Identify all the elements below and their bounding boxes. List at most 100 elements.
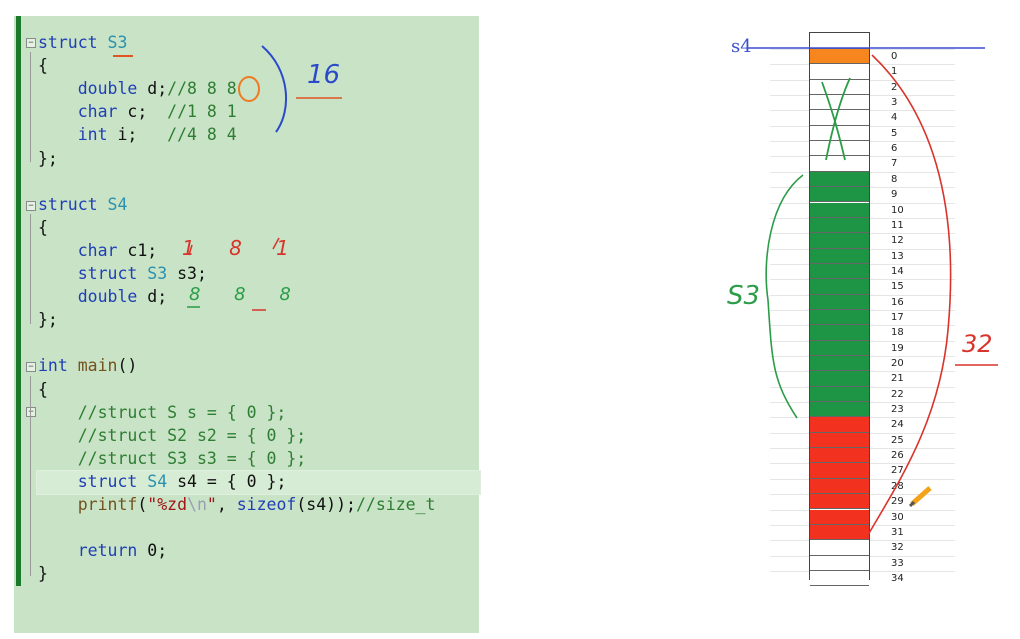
code-token: double <box>77 287 138 307</box>
memory-byte-33 <box>810 555 869 571</box>
byte-offset-label: 14 <box>891 265 904 277</box>
memory-byte-7 <box>810 156 869 172</box>
code-token: char <box>77 102 118 122</box>
memory-byte-20 <box>810 356 869 372</box>
byte-offset-label: 13 <box>891 250 904 262</box>
code-token: { <box>38 379 48 399</box>
code-token: d; <box>137 287 168 307</box>
byte-offset-label: 3 <box>891 97 898 109</box>
pencil-icon <box>910 486 932 506</box>
code-token: printf <box>77 495 138 514</box>
code-token: }; <box>38 148 58 168</box>
code-line: char c1; <box>38 239 158 262</box>
code-token: () <box>117 356 138 376</box>
code-token: }; <box>38 310 58 330</box>
code-token: "%zd <box>147 495 188 514</box>
memory-byte-27 <box>810 463 869 479</box>
code-token: c1; <box>117 240 158 260</box>
byte-offset-label: 34 <box>891 572 904 584</box>
byte-offset-label: 21 <box>891 373 904 385</box>
byte-offset-label: 23 <box>891 404 904 416</box>
byte-offset-label: 2 <box>891 81 898 93</box>
align-circle <box>238 76 260 102</box>
code-editor[interactable]: struct S3{ double d;//8 8 8 char c; //1 … <box>14 16 481 633</box>
code-line: //struct S s = { 0 }; <box>38 401 287 424</box>
memory-byte-22 <box>810 386 869 403</box>
byte-offset-label: 15 <box>891 281 904 293</box>
memory-byte-0 <box>810 49 869 65</box>
current-line-highlight <box>36 470 481 495</box>
code-token: //8 8 8 <box>167 79 237 99</box>
code-token: S4 <box>107 194 128 214</box>
code-token: " <box>206 495 217 514</box>
memory-byte-14 <box>810 263 869 280</box>
code-token: { <box>38 56 48 76</box>
memory-layout-column <box>809 32 870 587</box>
memory-byte-25 <box>810 432 869 449</box>
memory-byte-10 <box>810 202 869 218</box>
byte-offset-label: 18 <box>891 327 904 339</box>
code-token: int <box>38 356 68 376</box>
byte-offset-label: 7 <box>891 158 898 170</box>
code-token: ( <box>137 495 148 514</box>
fold-toggle-icon[interactable]: − <box>26 38 36 48</box>
memory-byte-32 <box>810 540 869 556</box>
code-line: { <box>38 54 48 77</box>
code-token: int <box>77 125 108 145</box>
padding-cross <box>825 77 851 161</box>
code-token: s3; <box>167 264 207 283</box>
code-token: S3 <box>147 264 168 283</box>
code-token: i; <box>107 125 168 145</box>
byte-offset-label: 24 <box>891 419 904 431</box>
code-line: struct S3 <box>38 31 127 54</box>
memory-byte-18 <box>810 325 869 341</box>
code-token: S4 <box>147 471 168 491</box>
scope-guide <box>30 376 31 576</box>
code-line: }; <box>38 308 58 331</box>
memory-byte-6 <box>810 141 869 157</box>
memory-byte-8 <box>810 171 869 188</box>
code-token: \n <box>187 495 207 514</box>
code-token: 0; <box>137 541 168 561</box>
code-token: d; <box>137 79 168 99</box>
code-token: (s4)); <box>296 495 356 514</box>
d-notes: 8 8 8 <box>189 284 305 305</box>
code-line: struct S4 s4 = { 0 }; <box>38 470 287 493</box>
memory-byte-12 <box>810 233 869 249</box>
total-size-label: 32 <box>962 330 993 358</box>
code-token: main <box>77 356 118 376</box>
fold-toggle-icon[interactable]: − <box>26 362 36 372</box>
byte-offset-label: 19 <box>891 342 904 354</box>
code-line: //struct S2 s2 = { 0 }; <box>38 424 306 447</box>
byte-offset-label: 28 <box>891 480 904 492</box>
byte-offset-label: 29 <box>891 496 904 508</box>
memory-byte-1 <box>810 64 869 80</box>
byte-offset-label: 9 <box>891 189 898 201</box>
code-token: return <box>77 541 138 561</box>
code-line: double d; <box>38 285 167 308</box>
memory-byte-24 <box>810 417 869 433</box>
byte-offset-label: 25 <box>891 434 904 446</box>
s3-label: S3 <box>727 281 761 311</box>
code-line: }; <box>38 147 58 170</box>
code-token: c; <box>117 102 168 122</box>
fold-toggle-icon[interactable]: − <box>26 201 36 211</box>
code-token: , <box>216 495 237 514</box>
byte-offset-label: 16 <box>891 296 904 308</box>
code-token: //struct S2 s2 = { 0 }; <box>77 425 307 445</box>
byte-offset-label: 27 <box>891 465 904 477</box>
byte-offset-label: 26 <box>891 450 904 462</box>
byte-offset-label: 12 <box>891 235 904 247</box>
byte-offset-label: 0 <box>891 51 898 62</box>
code-line: { <box>38 216 48 239</box>
size-16-label: 16 <box>307 60 341 90</box>
memory-byte-4 <box>810 110 869 126</box>
padding-cross <box>821 81 846 161</box>
byte-offset-label: 32 <box>891 542 904 554</box>
code-line: { <box>38 378 48 401</box>
byte-offset-label: 31 <box>891 526 904 538</box>
byte-offset-label: 10 <box>891 204 904 216</box>
code-line: return 0; <box>38 539 167 562</box>
code-token: double <box>77 79 138 99</box>
s3-size-brace <box>261 45 287 133</box>
